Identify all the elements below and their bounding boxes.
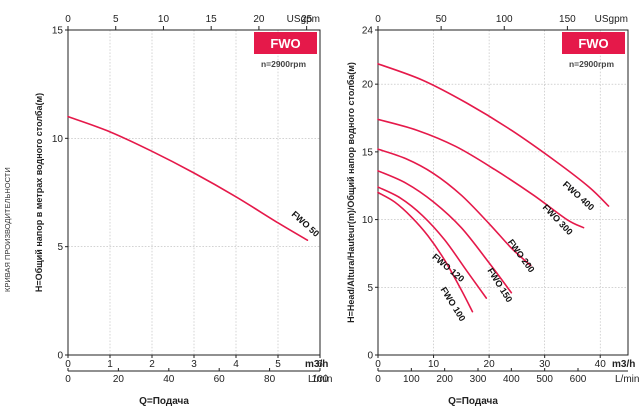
series-badge (562, 32, 625, 54)
bottom-axis-tick-label: 40 (163, 374, 175, 385)
x-axis-label: Q=Подача (448, 396, 498, 407)
x-tick-label: 10 (428, 359, 440, 370)
x-tick-label: 40 (595, 359, 607, 370)
x-unit-label: m3/h (612, 359, 635, 370)
curve-label-fwo-400: FWO 400 (561, 179, 596, 212)
x-tick-label: 1 (107, 359, 113, 370)
curve-fwo-300 (377, 118, 585, 229)
y-tick-label: 0 (367, 351, 373, 362)
curve-fwo-400 (377, 63, 610, 207)
bottom-axis-tick-label: 100 (312, 374, 329, 385)
curve-label-fwo-200: FWO 200 (506, 237, 537, 274)
top-axis-tick-label: 25 (301, 14, 313, 25)
top-axis-tick-label: 10 (158, 14, 170, 25)
bottom-axis-unit: L/min (308, 374, 332, 385)
top-axis-tick-label: 50 (436, 14, 448, 25)
y-axis-label: H=Head/Altura/Hauteur(m)/Общий напор вод… (346, 62, 356, 323)
top-axis-tick-label: 0 (375, 14, 381, 25)
speed-label: n=2900rpm (569, 59, 615, 69)
curve-fwo-50 (67, 115, 309, 241)
curve-label-fwo-50: FWO 50 (290, 209, 322, 239)
bottom-axis-tick-label: 400 (503, 374, 520, 385)
top-axis-tick-label: 15 (206, 14, 218, 25)
y-tick-label: 24 (362, 26, 374, 37)
bottom-axis-tick-label: 80 (264, 374, 276, 385)
curve-label-fwo-150: FWO 150 (485, 266, 514, 304)
bottom-axis-tick-label: 200 (436, 374, 453, 385)
curve-fwo-200 (377, 148, 532, 267)
x-tick-label: 2 (149, 359, 155, 370)
top-axis-tick-label: 0 (65, 14, 71, 25)
x-unit-label: m3/h (305, 359, 328, 370)
bottom-axis-tick-label: 600 (570, 374, 587, 385)
curve-fwo-120 (377, 186, 488, 299)
top-axis-unit: USgpm (287, 14, 320, 25)
x-tick-label: 3 (191, 359, 197, 370)
y-tick-label: 15 (362, 147, 374, 158)
top-axis-unit: USgpm (595, 14, 628, 25)
curve-fwo-150 (377, 170, 513, 294)
plot-frame (377, 29, 629, 356)
bottom-axis-tick-label: 100 (403, 374, 420, 385)
x-tick-label: 20 (484, 359, 496, 370)
y-tick-label: 5 (57, 242, 63, 253)
x-axis-label: Q=Подача (139, 396, 189, 407)
top-axis-tick-label: 5 (113, 14, 119, 25)
y-axis-label: H=Общий напор в метрах водного столба(м) (34, 93, 44, 292)
bottom-axis-tick-label: 20 (113, 374, 125, 385)
bottom-axis-unit: L/min (615, 374, 639, 385)
y-tick-label: 20 (362, 80, 374, 91)
series-badge-text: FWO (578, 36, 608, 51)
x-tick-label: 0 (375, 359, 381, 370)
top-axis-tick-label: 100 (496, 14, 513, 25)
curve-label-fwo-120: FWO 120 (430, 252, 466, 284)
series-badge-text: FWO (270, 36, 300, 51)
bottom-axis-tick-label: 0 (375, 374, 381, 385)
x-tick-label: 0 (65, 359, 71, 370)
series-badge (254, 32, 317, 54)
x-tick-label: 5 (275, 359, 281, 370)
y-tick-label: 15 (52, 26, 64, 37)
top-axis-tick-label: 20 (253, 14, 265, 25)
curve-label-fwo-100: FWO 100 (439, 285, 468, 323)
bottom-axis-tick-label: 60 (214, 374, 226, 385)
bottom-axis-tick-label: 0 (65, 374, 71, 385)
top-axis-tick-label: 150 (559, 14, 576, 25)
y-tick-label: 10 (52, 134, 64, 145)
speed-label: n=2900rpm (261, 59, 307, 69)
y-tick-label: 5 (367, 283, 373, 294)
x-tick-label: 6 (317, 359, 323, 370)
x-tick-label: 4 (233, 359, 239, 370)
curve-fwo-100 (377, 191, 474, 313)
y-tick-label: 10 (362, 215, 374, 226)
x-tick-label: 30 (539, 359, 551, 370)
y-tick-label: 0 (57, 351, 63, 362)
bottom-axis-tick-label: 500 (536, 374, 553, 385)
bottom-axis-tick-label: 300 (470, 374, 487, 385)
